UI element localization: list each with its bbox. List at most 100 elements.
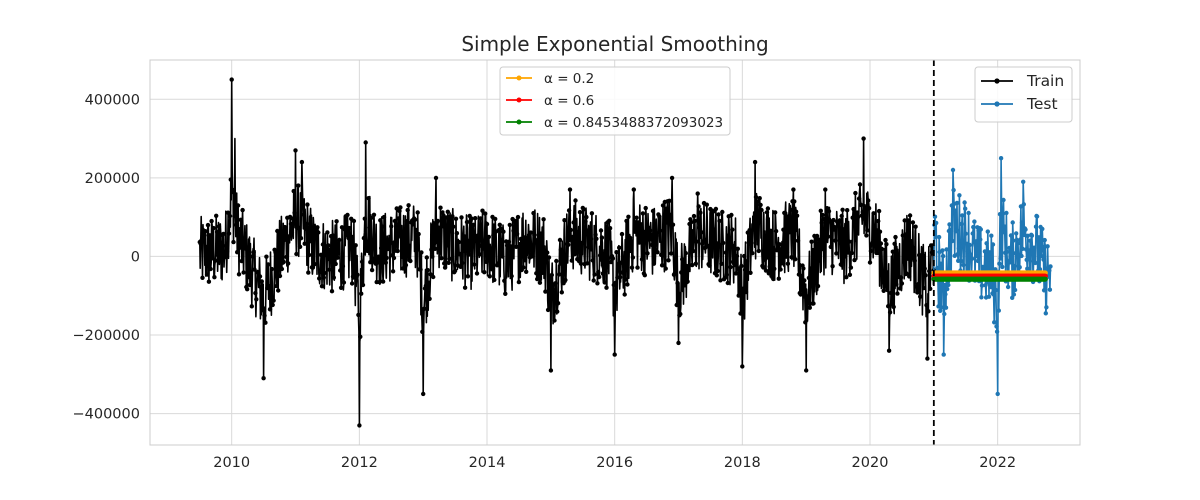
data-point-train — [758, 202, 763, 208]
data-point-train — [740, 364, 745, 369]
data-point-train — [300, 202, 305, 207]
data-point-train — [703, 237, 709, 243]
data-point-train — [623, 277, 628, 282]
data-point-train — [668, 212, 673, 217]
data-point-train — [737, 270, 742, 276]
data-point-test — [962, 200, 967, 205]
data-point-train — [412, 217, 418, 222]
data-point-train — [830, 264, 835, 269]
data-point-train — [841, 227, 846, 232]
data-point-train — [658, 228, 663, 233]
data-point-train — [852, 257, 857, 263]
data-point-train — [733, 271, 739, 276]
data-point-train — [543, 289, 548, 294]
data-point-train — [834, 251, 839, 256]
data-point-train — [692, 218, 698, 223]
data-point-test — [982, 264, 987, 270]
data-point-train — [205, 222, 211, 228]
data-point-train — [460, 260, 465, 266]
data-point-train — [445, 209, 450, 214]
data-point-train — [247, 282, 253, 288]
data-point-train — [262, 313, 267, 318]
data-point-test — [947, 222, 952, 227]
data-point-train — [293, 148, 298, 153]
data-point-train — [447, 256, 452, 261]
data-point-train — [424, 255, 429, 260]
data-point-train — [811, 301, 816, 306]
data-point-train — [669, 175, 675, 181]
data-point-train — [216, 224, 222, 229]
data-point-train — [224, 249, 230, 254]
data-point-train — [866, 206, 872, 211]
data-point-test — [1034, 214, 1040, 219]
data-point-train — [556, 272, 562, 277]
data-point-train — [266, 284, 272, 289]
data-point-train — [448, 229, 453, 234]
data-point-train — [276, 288, 281, 293]
data-point-train — [329, 289, 335, 294]
data-point-train — [601, 265, 606, 270]
data-point-train — [206, 279, 212, 284]
data-point-train — [723, 250, 729, 255]
data-point-train — [219, 240, 224, 245]
data-point-train — [427, 296, 432, 301]
data-point-test — [1043, 311, 1049, 316]
data-point-train — [637, 240, 642, 245]
data-point-train — [618, 260, 624, 265]
data-point-train — [854, 228, 859, 233]
data-point-train — [446, 260, 451, 265]
data-point-train — [307, 221, 313, 227]
data-point-train — [533, 238, 538, 243]
data-point-test — [950, 167, 956, 173]
data-point-train — [593, 232, 598, 237]
data-point-test — [968, 252, 973, 257]
data-point-train — [569, 258, 574, 263]
data-point-train — [902, 218, 907, 223]
data-point-test — [1011, 292, 1017, 297]
data-point-train — [908, 239, 914, 244]
data-point-train — [286, 261, 291, 266]
data-point-train — [628, 242, 634, 247]
data-point-train — [325, 230, 330, 235]
data-point-train — [598, 228, 604, 233]
data-point-train — [214, 229, 220, 235]
data-point-train — [753, 194, 759, 200]
data-point-train — [290, 216, 295, 221]
data-point-train — [885, 287, 890, 293]
data-point-train — [900, 233, 905, 238]
data-point-train — [357, 423, 362, 428]
data-point-train — [278, 244, 284, 250]
legend-marker-sample — [994, 78, 1000, 84]
data-point-train — [795, 238, 801, 243]
data-point-train — [725, 280, 730, 286]
data-point-train — [296, 183, 301, 188]
data-point-test — [1033, 260, 1038, 266]
data-point-test — [955, 252, 960, 257]
data-point-test — [941, 352, 946, 357]
data-point-test — [986, 257, 991, 262]
data-point-train — [783, 210, 788, 216]
data-point-train — [515, 214, 521, 220]
data-point-train — [878, 241, 884, 246]
data-point-train — [389, 224, 394, 229]
data-point-train — [307, 252, 312, 258]
data-point-train — [771, 276, 776, 282]
series-line-test — [933, 157, 1052, 395]
data-point-train — [786, 214, 791, 219]
data-point-train — [640, 211, 646, 216]
data-point-test — [1032, 245, 1037, 250]
data-point-train — [645, 251, 650, 256]
data-point-train — [279, 266, 285, 272]
data-point-train — [561, 281, 566, 286]
data-point-test — [993, 287, 999, 293]
data-point-test — [938, 308, 943, 313]
data-point-train — [905, 254, 910, 259]
data-point-train — [297, 225, 302, 231]
data-point-train — [754, 210, 760, 215]
data-point-train — [320, 242, 326, 247]
data-point-test — [1022, 232, 1027, 238]
data-point-train — [504, 243, 510, 248]
data-point-train — [695, 191, 700, 196]
data-point-train — [483, 211, 488, 216]
data-point-train — [239, 258, 244, 264]
